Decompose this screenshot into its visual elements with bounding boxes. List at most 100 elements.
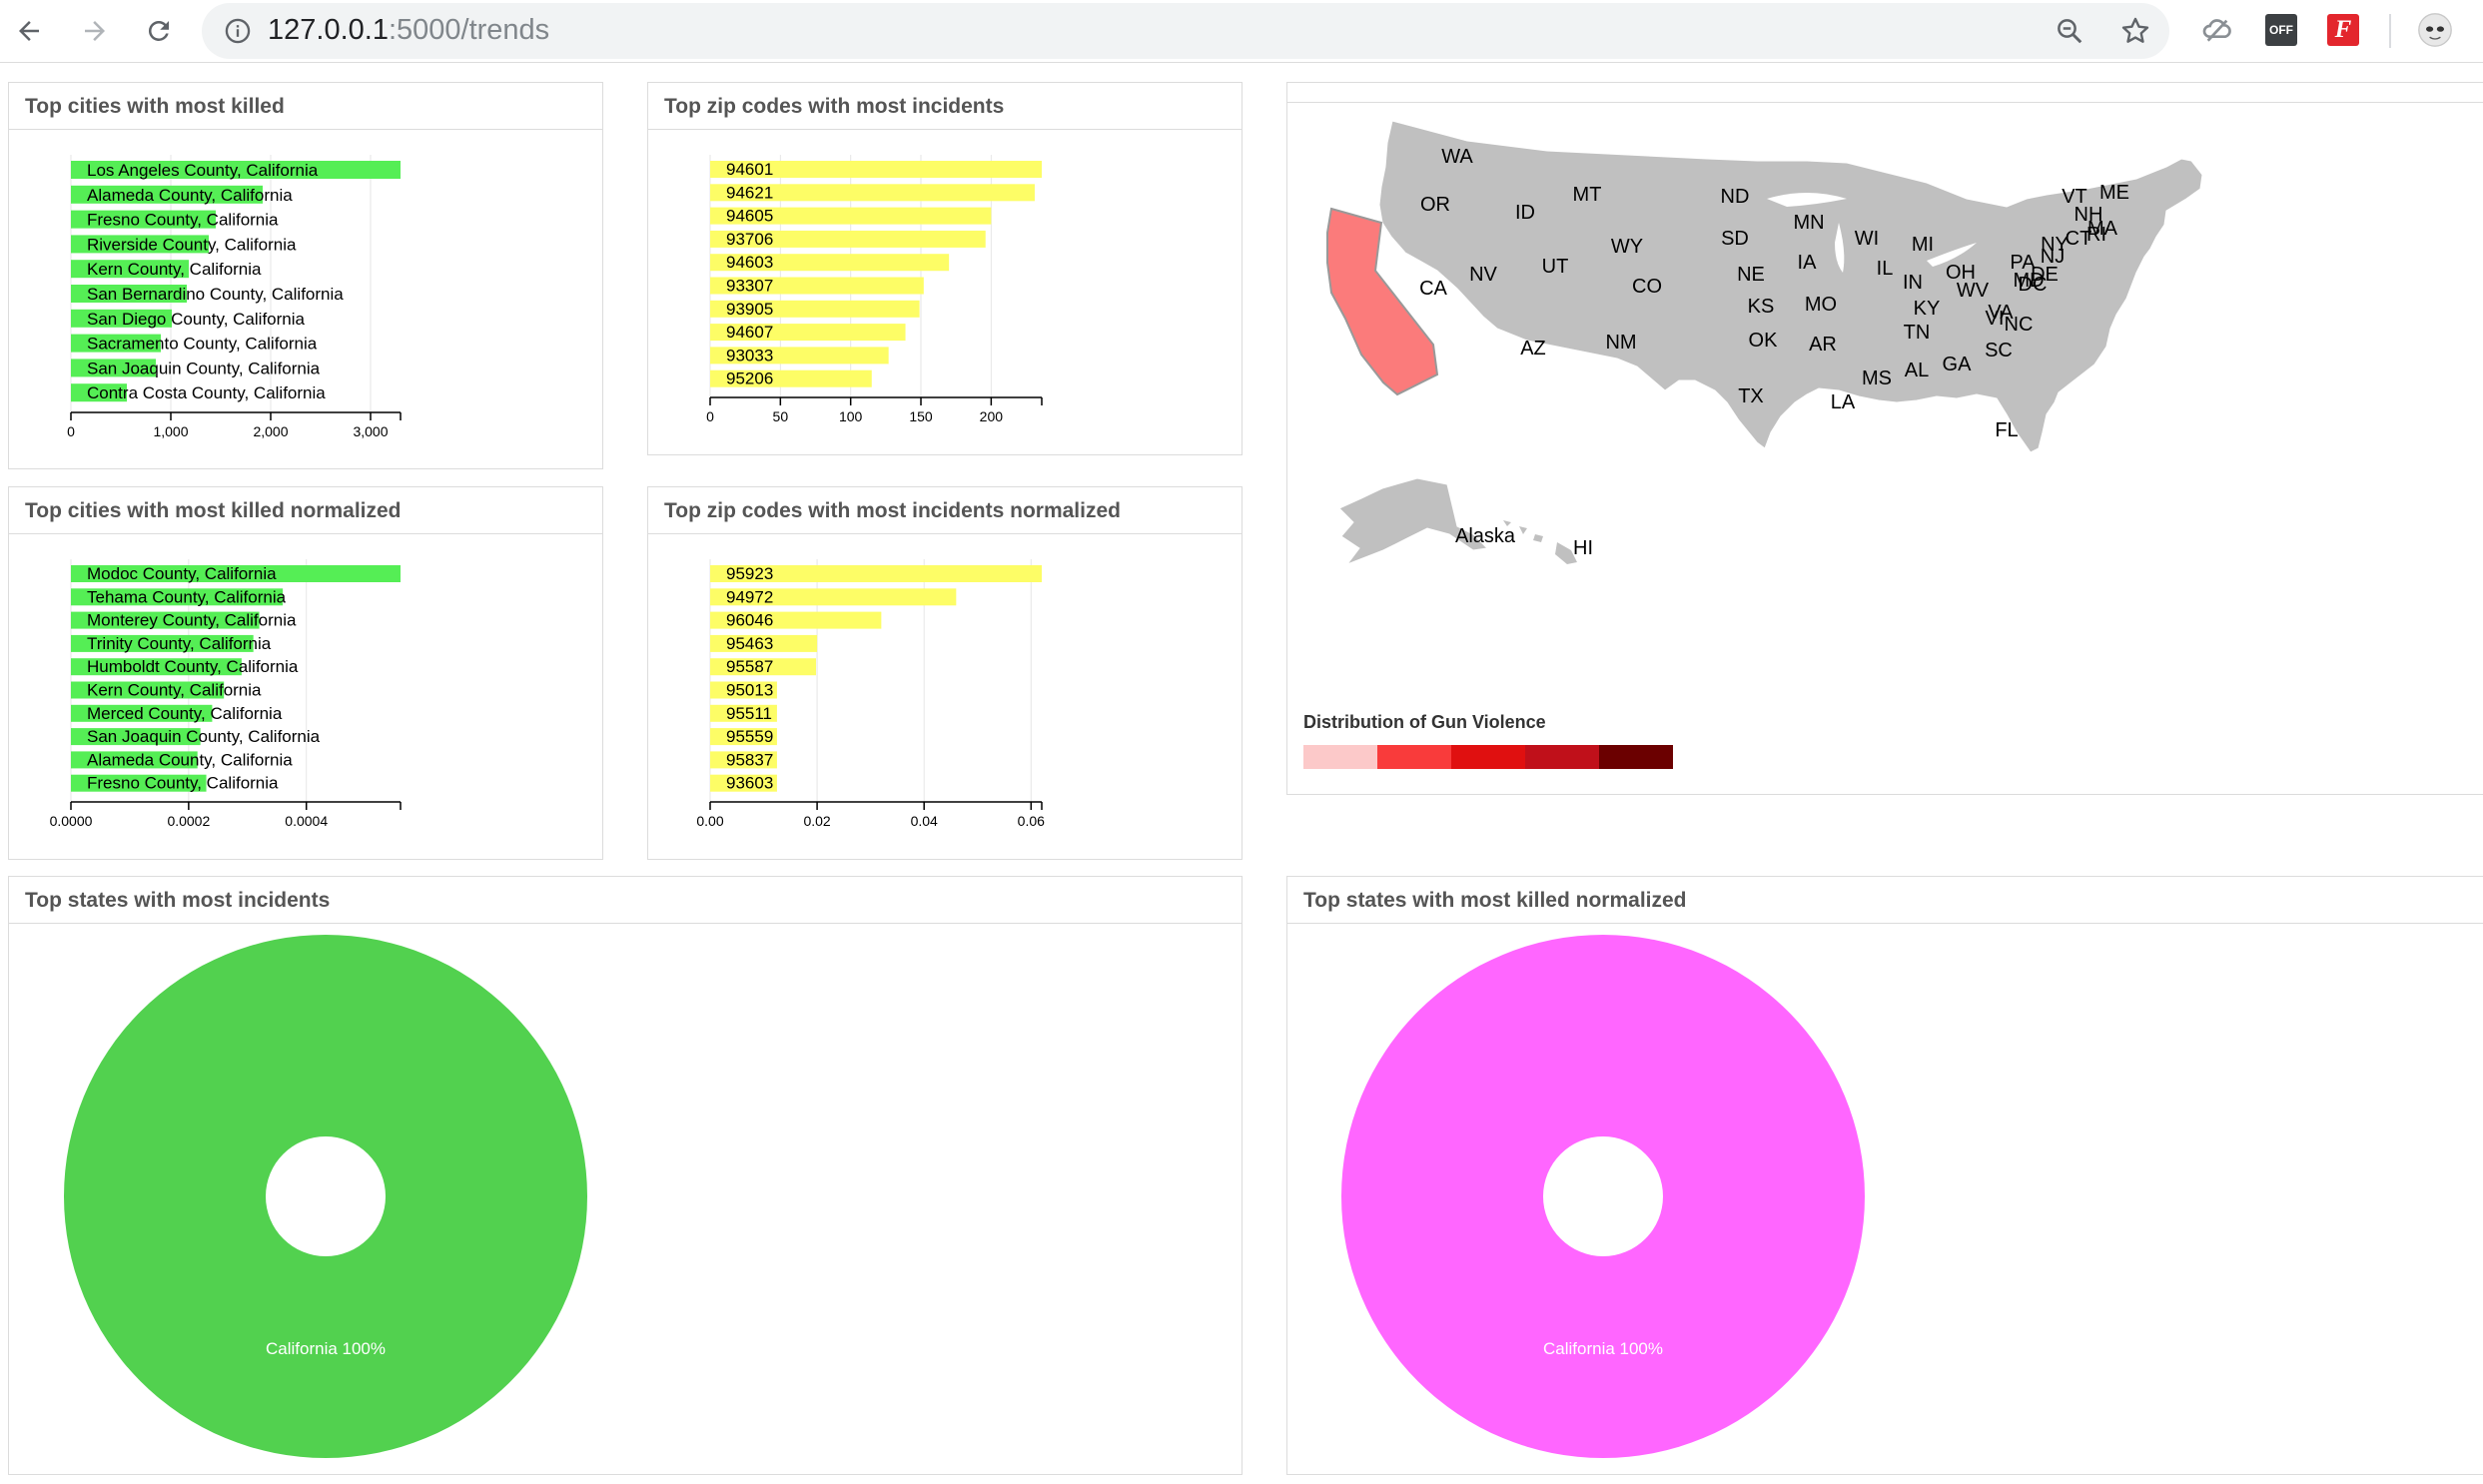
map-state-label: NC xyxy=(2005,314,2034,336)
bar[interactable] xyxy=(71,359,156,377)
url-text[interactable]: 127.0.0.1:5000/trends xyxy=(268,14,549,47)
bar-label: 95013 xyxy=(726,681,773,700)
back-arrow-icon xyxy=(19,21,39,41)
panel-zip-incidents-normalized: Top zip codes with most incidents normal… xyxy=(647,486,1242,860)
bar[interactable] xyxy=(71,658,242,676)
bar[interactable] xyxy=(71,588,284,606)
bar[interactable] xyxy=(71,704,213,722)
bar[interactable] xyxy=(71,565,401,582)
bar[interactable] xyxy=(71,334,161,353)
bar[interactable] xyxy=(710,324,906,342)
bar-chart-zip-incidents-normalized: 95923 94972 96046 95463 95587 95013 95511 95559… xyxy=(696,559,1045,829)
bar[interactable] xyxy=(71,681,225,699)
bar[interactable] xyxy=(71,161,401,179)
bar[interactable] xyxy=(71,285,187,303)
panel-title: Top states with most killed normalized xyxy=(1303,889,1687,912)
pie-chart-states-incidents: California 100% xyxy=(64,935,587,1458)
reload-button[interactable] xyxy=(136,8,182,54)
bar[interactable] xyxy=(710,565,1042,582)
bar[interactable] xyxy=(710,658,817,676)
bar-label: San Joaquin County, California xyxy=(87,727,321,746)
bar[interactable] xyxy=(710,681,777,699)
bar-label: 93603 xyxy=(726,774,773,793)
extension-f-button[interactable]: F xyxy=(2325,12,2361,48)
x-tick-label: 3,000 xyxy=(353,423,388,439)
extension-cloud-button[interactable] xyxy=(2199,12,2235,48)
us-map[interactable]: WA OR CA NV ID MT WY UT CO AZ NM ND SD NE KS OK TX MN IA MO… xyxy=(1287,103,2483,642)
map-state-label: DC xyxy=(2019,274,2048,296)
browser-toolbar: 127.0.0.1:5000/trends OFF F xyxy=(0,0,2483,63)
bar[interactable] xyxy=(71,751,198,769)
bar[interactable] xyxy=(71,260,189,279)
bar[interactable] xyxy=(710,774,777,792)
bar[interactable] xyxy=(71,611,260,629)
bar-label: 93307 xyxy=(726,277,773,296)
extension-off-button[interactable]: OFF xyxy=(2263,12,2299,48)
pie-chart-states-killed-normalized: California 100% xyxy=(1341,935,1865,1458)
bar[interactable] xyxy=(71,634,254,652)
bar[interactable] xyxy=(71,728,201,746)
bar[interactable] xyxy=(710,254,950,272)
bar[interactable] xyxy=(710,751,777,769)
bar-label: 95587 xyxy=(726,657,773,676)
map-lake-michigan xyxy=(1835,223,1845,273)
bar[interactable] xyxy=(71,774,207,792)
bar-label: San Diego County, California xyxy=(87,310,306,329)
bar[interactable] xyxy=(71,309,172,328)
bar[interactable] xyxy=(71,383,127,402)
bar[interactable] xyxy=(710,230,986,248)
map-state-label: MT xyxy=(1573,184,1602,206)
bar[interactable] xyxy=(710,277,924,295)
bar[interactable] xyxy=(710,728,777,746)
map-state-hawaii[interactable] xyxy=(1503,520,1577,564)
x-tick-label: 50 xyxy=(773,408,789,424)
map-lake-superior xyxy=(1767,193,1847,207)
map-state-label: NY xyxy=(2041,234,2069,256)
map-state-california[interactable] xyxy=(1326,207,1439,396)
map-state-label: AZ xyxy=(1520,338,1546,360)
map-state-label: WY xyxy=(1611,236,1643,258)
x-tick-label: 0 xyxy=(706,408,714,424)
map-state-label: VT xyxy=(2062,186,2087,208)
bar[interactable] xyxy=(71,235,209,254)
profile-avatar-icon xyxy=(2418,13,2452,47)
bar[interactable] xyxy=(710,161,1042,178)
star-icon[interactable] xyxy=(2119,15,2151,47)
map-state-label: MD xyxy=(2013,270,2044,292)
bar[interactable] xyxy=(710,370,872,387)
profile-button[interactable] xyxy=(2417,12,2453,48)
bar-label: 94601 xyxy=(726,160,773,179)
map-state-label: AR xyxy=(1809,334,1837,356)
bar[interactable] xyxy=(710,704,777,722)
bar[interactable] xyxy=(710,588,957,606)
legend-swatches xyxy=(1303,745,1673,769)
info-icon[interactable] xyxy=(224,17,252,45)
url-host: 127.0.0.1 xyxy=(268,14,389,46)
bar-label: 93706 xyxy=(726,230,773,249)
map-state-label: PA xyxy=(2010,252,2036,274)
bar[interactable] xyxy=(710,300,920,318)
bar-label: San Joaquin County, California xyxy=(87,359,321,377)
forward-button[interactable] xyxy=(72,8,118,54)
bar[interactable] xyxy=(71,185,263,204)
map-state-label: IL xyxy=(1877,258,1894,280)
bar[interactable] xyxy=(710,347,889,365)
zoom-icon[interactable] xyxy=(2055,16,2084,46)
bar[interactable] xyxy=(710,184,1035,202)
x-tick-label: 200 xyxy=(980,408,1004,424)
back-button[interactable] xyxy=(6,8,52,54)
map-state-label: CA xyxy=(1419,278,1447,300)
map-state-alaska[interactable] xyxy=(1338,477,1489,566)
bar[interactable] xyxy=(71,210,216,229)
extension-f-icon: F xyxy=(2327,14,2359,46)
bar-label: 95511 xyxy=(726,704,772,723)
pie-slice-label: California 100% xyxy=(1543,1339,1663,1358)
extension-cloud-icon xyxy=(2202,19,2231,42)
map-contiguous-us[interactable] xyxy=(1378,120,2203,453)
x-tick-label: 0.0002 xyxy=(167,813,210,829)
bar-label: Merced County, California xyxy=(87,704,283,723)
bar[interactable] xyxy=(710,207,992,225)
bar[interactable] xyxy=(710,611,882,629)
bar[interactable] xyxy=(710,634,818,652)
address-bar[interactable]: 127.0.0.1:5000/trends xyxy=(202,3,2169,59)
